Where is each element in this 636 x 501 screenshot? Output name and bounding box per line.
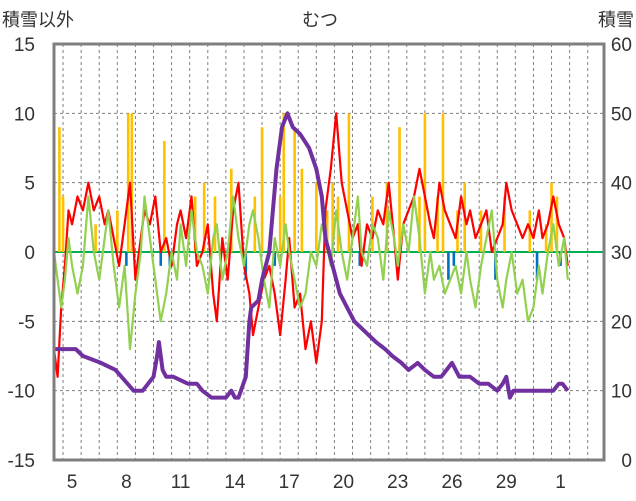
x-tick: 17 <box>279 472 300 493</box>
bar <box>398 127 401 252</box>
bar <box>535 252 539 280</box>
x-tick: 5 <box>67 472 78 493</box>
x-tick: 14 <box>224 472 246 493</box>
bar <box>213 196 217 252</box>
bar <box>116 210 119 252</box>
y-tick-right: 0 <box>621 451 632 472</box>
bar <box>550 182 553 252</box>
bar <box>260 127 264 252</box>
bar <box>244 252 248 280</box>
y-tick-right: 40 <box>611 174 632 195</box>
bar <box>58 127 61 252</box>
chart-title: むつ <box>302 10 338 31</box>
bar <box>418 196 421 252</box>
x-tick: 29 <box>496 472 517 493</box>
bar <box>452 252 456 266</box>
plot-frame <box>52 42 606 462</box>
line-series <box>52 111 570 400</box>
left-axis-label: 積雪以外 <box>2 10 74 31</box>
bar <box>300 168 304 252</box>
y-tick-left: 0 <box>24 243 35 264</box>
y-tick-right: 20 <box>611 312 632 333</box>
bar <box>555 196 559 252</box>
bar <box>94 224 97 252</box>
y-tick-left: 10 <box>14 104 35 125</box>
series-line-2 <box>52 195 569 351</box>
y-tick-left: 15 <box>14 35 35 56</box>
bar <box>125 252 128 266</box>
bar <box>293 127 296 252</box>
y-tick-right: 60 <box>611 35 632 56</box>
bar <box>126 113 130 252</box>
x-tick: 1 <box>555 472 566 493</box>
bar <box>130 113 134 252</box>
bar <box>282 113 286 252</box>
bar <box>163 141 166 252</box>
series-line-1 <box>52 112 569 378</box>
y-tick-right: 50 <box>611 104 632 125</box>
bar <box>503 196 506 252</box>
y-tick-right: 10 <box>611 382 632 403</box>
right-axis-label: 積雪 <box>598 10 634 31</box>
y-tick-left: -5 <box>18 312 35 333</box>
bar <box>347 113 351 252</box>
y-tick-left: -15 <box>8 451 35 472</box>
bar <box>202 182 206 252</box>
y-tick-left: 5 <box>24 174 35 195</box>
bar <box>436 196 439 252</box>
bar <box>159 252 163 266</box>
bar <box>358 252 362 266</box>
bar <box>331 182 334 252</box>
y-tick-left: -10 <box>8 382 35 403</box>
bar <box>385 182 389 252</box>
x-tick: 20 <box>333 472 354 493</box>
x-tick: 8 <box>121 472 132 493</box>
bar <box>278 196 282 252</box>
bar <box>61 196 65 252</box>
x-tick: 23 <box>387 472 408 493</box>
bar <box>315 182 318 252</box>
bar <box>325 210 329 252</box>
bar <box>273 252 277 266</box>
x-tick: 11 <box>171 472 191 493</box>
bar <box>544 224 548 252</box>
bar <box>193 196 197 252</box>
bar <box>423 113 427 252</box>
bar <box>447 252 450 280</box>
y-tick-right: 30 <box>611 243 632 264</box>
series-line-3 <box>54 111 570 400</box>
bar <box>479 210 483 252</box>
bar <box>441 113 445 252</box>
x-tick: 26 <box>441 472 462 493</box>
